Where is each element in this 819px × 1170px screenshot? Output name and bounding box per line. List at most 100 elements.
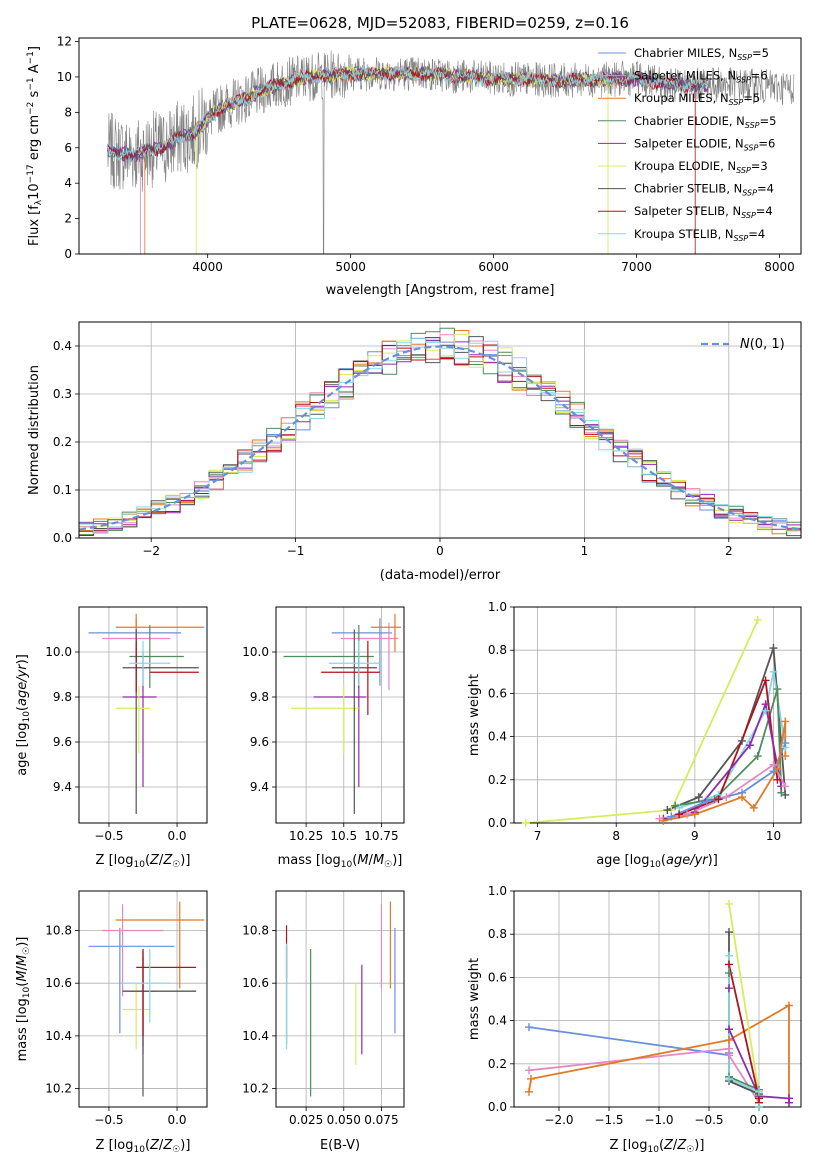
residuals-plot (79, 327, 801, 537)
weight-vs-age-xtick-label: 9 (691, 829, 699, 843)
weight-vs-Z-point-marker (725, 984, 733, 993)
weight-vs-age-axes: 7 8 9 10 0.0 0.2 0.4 0.6 0.8 1.0 (488, 600, 802, 843)
spectrum-model-line (140, 64, 708, 254)
weight-vs-age-xtick-label: 10 (766, 829, 781, 843)
weight-vs-age-ylabel: mass weight (467, 674, 482, 756)
weight-vs-Z-xlabel: Z [log10(Z/Z☉)] (610, 1138, 705, 1155)
weight-vs-age-point-marker (659, 816, 668, 825)
residuals-xtick-label: −1 (287, 544, 305, 558)
mass-vs-EBV-frame (275, 890, 405, 1108)
spectrum-xlabel: wavelength [Angstrom, rest frame] (326, 283, 555, 298)
weight-vs-age-point-marker (694, 793, 703, 802)
spectrum-xtick-label: 6000 (478, 260, 509, 274)
age-vs-mass-ytick-label: 9.4 (250, 780, 269, 794)
age-vs-mass-plot (283, 613, 401, 814)
weight-vs-age-ytick-label: 0.2 (488, 773, 507, 787)
weight-vs-age-point-marker (761, 676, 770, 685)
spectrum-legend-label: Chabrier STELIB, NSSP=4 (634, 182, 774, 198)
age-vs-Z-xtick-label: 0.0 (167, 829, 186, 843)
weight-vs-age-point-marker (521, 819, 530, 827)
weight-vs-Z-point-marker (725, 969, 733, 978)
spectrum-legend: Chabrier MILES, NSSP=5 Salpeter MILES, NS… (598, 46, 776, 243)
weight-vs-Z-point-marker (725, 928, 733, 937)
age-vs-Z-xlabel: Z [log10(Z/Z☉)] (96, 853, 191, 870)
mass-vs-Z-ytick-label: 10.2 (45, 1082, 72, 1096)
weight-vs-age-point-marker (702, 797, 711, 806)
weight-vs-age-xtick-label: 7 (534, 829, 542, 843)
weight-vs-Z-ytick-label: 0.8 (488, 927, 507, 941)
weight-vs-Z-point-marker (755, 1103, 763, 1111)
weight-vs-Z-frame (513, 890, 802, 1108)
weight-vs-Z-point-marker (525, 1087, 533, 1096)
weight-vs-Z-point-marker (725, 1025, 733, 1034)
weight-vs-age-point-marker (738, 736, 747, 745)
residuals-axes: −2 −1 0 1 2 0.0 0.1 0.2 0.3 0.4 (53, 321, 802, 558)
spectrum-legend-label: Kroupa MILES, NSSP=5 (634, 91, 760, 107)
residuals-ylabel: Normed distribution (27, 365, 42, 495)
residuals-xtick-label: −2 (142, 544, 160, 558)
residuals-ytick-label: 0.3 (53, 387, 72, 401)
residuals-ytick-label: 0.2 (53, 435, 72, 449)
spectrum-ytick-label: 4 (64, 176, 72, 190)
spectrum-ytick-label: 10 (57, 70, 72, 84)
weight-vs-age-point-marker (781, 739, 790, 748)
age-vs-Z-ytick-label: 10.0 (45, 645, 72, 659)
spectrum-ytick-label: 12 (57, 35, 72, 49)
residuals-xtick-label: 2 (725, 544, 733, 558)
weight-vs-age-ytick-label: 0.6 (488, 686, 507, 700)
age-vs-mass-ytick-label: 9.6 (250, 735, 269, 749)
spectrum-legend-label: Kroupa STELIB, NSSP=4 (634, 227, 765, 243)
residuals-xlabel: (data-model)/error (380, 568, 501, 583)
spectrum-legend-label: Chabrier MILES, NSSP=5 (634, 46, 769, 62)
spectrum-ytick-label: 2 (64, 212, 72, 226)
mass-vs-EBV-xlabel: E(B-V) (320, 1138, 360, 1153)
mass-vs-Z-ytick-label: 10.6 (45, 976, 72, 990)
weight-vs-Z-point-marker (755, 1087, 763, 1096)
spectrum-ytick-label: 8 (64, 105, 72, 119)
weight-vs-age-point-marker (675, 810, 684, 819)
mass-vs-Z-frame (78, 890, 208, 1108)
spectrum-legend-label: Chabrier ELODIE, NSSP=5 (634, 114, 776, 130)
weight-vs-age-point-marker (663, 806, 672, 815)
mass-vs-EBV-axes: 0.025 0.050 0.075 10.2 10.4 10.6 10.8 (242, 890, 405, 1127)
weight-vs-Z-point-marker (725, 1051, 733, 1060)
residuals-gaussian-curve (79, 345, 801, 531)
weight-vs-Z-axes: −2.0 −1.5 −1.0 −0.5 0.0 0.0 0.2 0.4 0.6 0.8 1.0 (488, 884, 802, 1127)
age-vs-mass-xtick-label: 10.5 (330, 829, 357, 843)
weight-vs-age-point-marker (773, 775, 782, 784)
spectrum-frame (78, 37, 802, 255)
age-vs-mass-ytick-label: 9.8 (250, 690, 269, 704)
weight-vs-Z-point-marker (785, 1098, 793, 1107)
weight-vs-age-point-marker (773, 765, 782, 773)
spectrum-axes: 4000 5000 6000 7000 8000 0 2 4 6 8 10 12 (57, 35, 802, 274)
weight-vs-age-point-marker (745, 741, 754, 750)
weight-vs-Z-ylabel: mass weight (467, 958, 482, 1040)
mass-vs-EBV-xtick-label: 0.050 (327, 1113, 361, 1127)
weight-vs-age-point-marker (753, 615, 762, 624)
weight-vs-age-xtick-label: 8 (612, 829, 620, 843)
residuals-histogram (79, 327, 801, 536)
weight-vs-age-point-marker (773, 685, 782, 694)
weight-vs-Z-xtick-label: −1.0 (644, 1113, 673, 1127)
spectrum-xtick-label: 7000 (621, 260, 652, 274)
weight-vs-Z-xtick-label: −2.0 (544, 1113, 573, 1127)
age-vs-mass-xlabel: mass [log10(M/M☉)] (278, 853, 403, 870)
residuals-legend-label: N(0, 1) (740, 337, 785, 352)
mass-vs-EBV-ytick-label: 10.4 (242, 1029, 269, 1043)
weight-vs-Z-xtick-label: −0.5 (694, 1113, 723, 1127)
weight-vs-age-point-marker (738, 793, 747, 802)
weight-vs-Z-point-marker (725, 1036, 733, 1045)
spectrum-legend-label: Salpeter ELODIE, NSSP=6 (634, 136, 775, 152)
spectrum-model-line (144, 67, 708, 254)
mass-vs-Z-ylabel: mass [log10(M/M☉)] (15, 937, 32, 1062)
residuals-ytick-label: 0.0 (53, 531, 72, 545)
weight-vs-Z-point-marker (785, 1001, 793, 1010)
age-vs-Z-ytick-label: 9.8 (53, 690, 72, 704)
weight-vs-age-point-marker (761, 700, 770, 709)
age-vs-mass-ytick-label: 10.0 (242, 645, 269, 659)
weight-vs-Z-point-marker (525, 1066, 533, 1075)
spectrum-model-line (107, 66, 696, 254)
weight-vs-age-point-marker (781, 717, 790, 726)
weight-vs-Z-point-marker (525, 1023, 533, 1032)
weight-vs-age-point-marker (682, 810, 691, 819)
